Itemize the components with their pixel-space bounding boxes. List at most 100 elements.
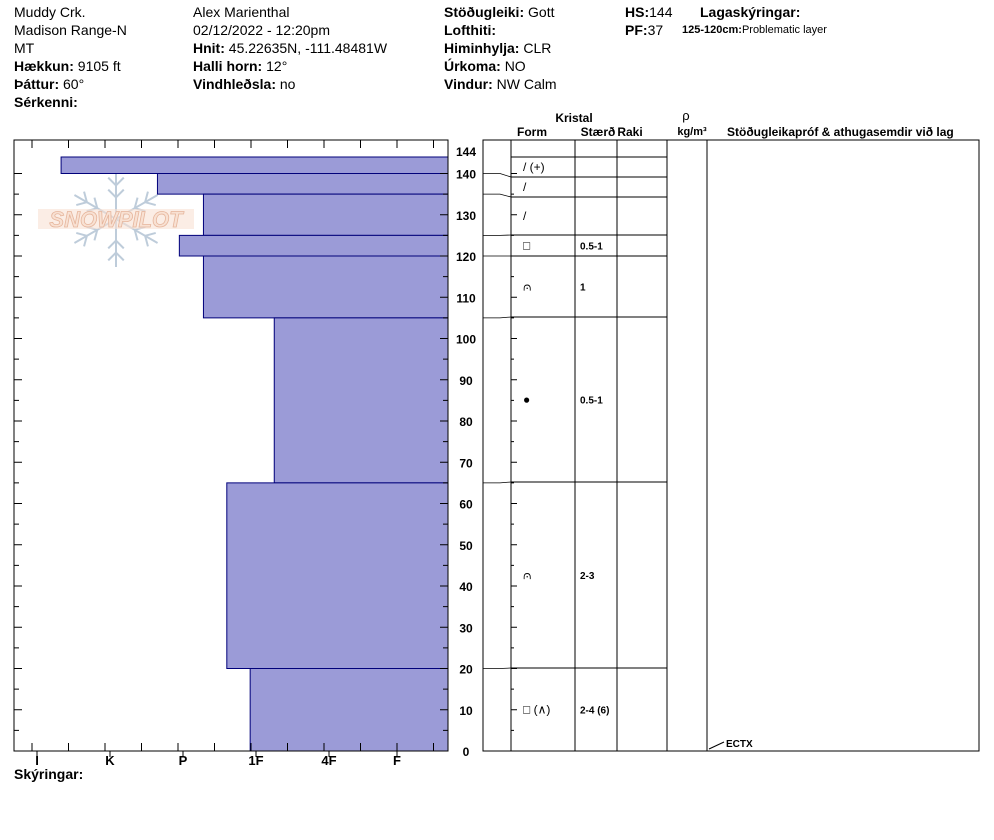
hardness-frame xyxy=(13,139,449,752)
depth-label: 100 xyxy=(456,333,476,347)
pf-value: 37 xyxy=(647,22,664,38)
flake-branch xyxy=(86,225,98,231)
features-row: Sérkenni: xyxy=(14,94,78,110)
hardness-ticks: I K P 1F 4F F xyxy=(31,140,434,768)
flake-arm xyxy=(73,194,117,220)
aspect-value: 60° xyxy=(63,76,85,92)
depth-label: 120 xyxy=(456,250,476,264)
site-info: Muddy Crk. Madison Range-N MT Hækkun: 91… xyxy=(14,3,127,111)
pf-row: PF:37 xyxy=(625,22,664,38)
flake-branch xyxy=(115,188,125,199)
flake-branch xyxy=(144,231,156,237)
layer-connector xyxy=(483,173,512,178)
hardness-bar xyxy=(178,234,449,257)
size-header: Stærð xyxy=(581,125,616,139)
layer-note-row: 125-120cm:Problematic layer xyxy=(682,21,827,39)
grain-form: □ xyxy=(523,239,530,253)
hardness-bar xyxy=(226,482,449,669)
hardness-label: F xyxy=(393,753,401,768)
depth-label: 140 xyxy=(456,168,476,182)
coords-value: 45.22635N, -111.48481W xyxy=(228,40,388,56)
flake-branch xyxy=(133,197,139,209)
hardness-bar xyxy=(60,156,449,174)
flake-branch xyxy=(134,225,146,231)
depth-axis: 0 10 20 30 40 50 60 70 80 90 100 110 120 130 140 144 xyxy=(14,145,517,759)
flake-branch xyxy=(107,188,117,199)
depth-label: 50 xyxy=(459,539,473,553)
aspect-row: Þáttur: 60° xyxy=(14,76,85,92)
hardness-label: P xyxy=(179,753,188,768)
flake-branch xyxy=(83,191,88,203)
grain-size: 0.5-1 xyxy=(580,242,603,253)
flake-branch xyxy=(133,229,139,241)
grain-form: / (+) xyxy=(523,160,545,174)
air-temp-row: Lofthiti: xyxy=(444,22,497,38)
flake-arm xyxy=(115,218,159,244)
hs-row: HS:144 xyxy=(625,4,673,20)
state-name: MT xyxy=(14,40,35,56)
elevation-row: Hækkun: 9105 ft xyxy=(14,58,121,74)
flake-branch xyxy=(115,239,125,250)
observer-name: Alex Marienthal xyxy=(193,4,290,20)
flake-branch xyxy=(134,207,146,213)
depth-label: 10 xyxy=(459,704,473,718)
flake-branch xyxy=(83,235,88,247)
depth-label: 130 xyxy=(456,209,476,223)
grain-form: □ (∧) xyxy=(523,703,550,717)
grain-form: ⩀ xyxy=(523,280,531,294)
grain-form: ● xyxy=(523,393,530,407)
snowpilot-logo: SNOWPILOT xyxy=(38,171,194,267)
hardness-label: K xyxy=(105,753,115,768)
stability-value: Gott xyxy=(528,4,555,20)
depth-label: 110 xyxy=(456,291,476,305)
hs-value: 144 xyxy=(649,4,673,20)
wind-loading-value: no xyxy=(279,76,296,92)
hardness-bar xyxy=(273,317,449,484)
flake-arm xyxy=(73,218,117,244)
hardness-bar xyxy=(202,255,449,319)
hardness-bar xyxy=(202,193,449,236)
location-name: Muddy Crk. xyxy=(14,4,86,20)
depth-label: 40 xyxy=(459,580,473,594)
layer-note-range: 125-120cm: xyxy=(682,24,742,36)
grain-size: 2-4 (6) xyxy=(580,706,609,717)
coords-row: Hnit: 45.22635N, -111.48481W xyxy=(193,40,388,56)
flake-branch xyxy=(76,231,88,237)
test-label: ECTX xyxy=(726,739,753,750)
grain-form: / xyxy=(523,180,527,194)
range-name: Madison Range-N xyxy=(14,22,127,38)
logo-banner xyxy=(38,209,194,229)
slope-value: 12° xyxy=(266,58,288,74)
layer-connector xyxy=(483,193,512,198)
test-pointer xyxy=(708,741,725,750)
hardness-label: 4F xyxy=(321,753,336,768)
precip-value: NO xyxy=(504,58,526,74)
layer-connector xyxy=(483,667,512,669)
grain-size: 2-3 xyxy=(580,571,595,582)
depth-label: 144 xyxy=(456,145,476,159)
observation-info: Alex Marienthal 02/12/2022 - 12:20pm Hni… xyxy=(193,3,387,93)
datetime-value: 02/12/2022 - 12:20pm xyxy=(193,22,330,38)
hardness-bar xyxy=(249,668,449,752)
depth-label: 0 xyxy=(463,745,470,759)
depth-label: 60 xyxy=(459,498,473,512)
sky-value: CLR xyxy=(523,40,552,56)
flake-branch xyxy=(93,197,99,209)
hardness-label: I xyxy=(35,753,39,768)
flake-branch xyxy=(76,201,88,207)
flake-branch xyxy=(144,191,149,203)
sky-row: Himinhylja: CLR xyxy=(444,40,552,56)
wind-loading-row: Vindhleðsla: no xyxy=(193,76,296,92)
grain-form: / xyxy=(523,209,527,223)
flake-branch xyxy=(115,176,125,187)
layer-table-frame xyxy=(482,139,980,752)
wind-row: Vindur: NW Calm xyxy=(444,76,557,92)
form-header: Form xyxy=(517,125,547,139)
depth-label: 30 xyxy=(459,621,473,635)
flake-branch xyxy=(115,251,125,262)
depth-label: 70 xyxy=(459,456,473,470)
conditions-info: Stöðugleiki: Gott Lofthiti: Himinhylja: … xyxy=(444,3,557,93)
wind-value: NW Calm xyxy=(496,76,557,92)
grain-form: ⩀ xyxy=(523,568,531,582)
